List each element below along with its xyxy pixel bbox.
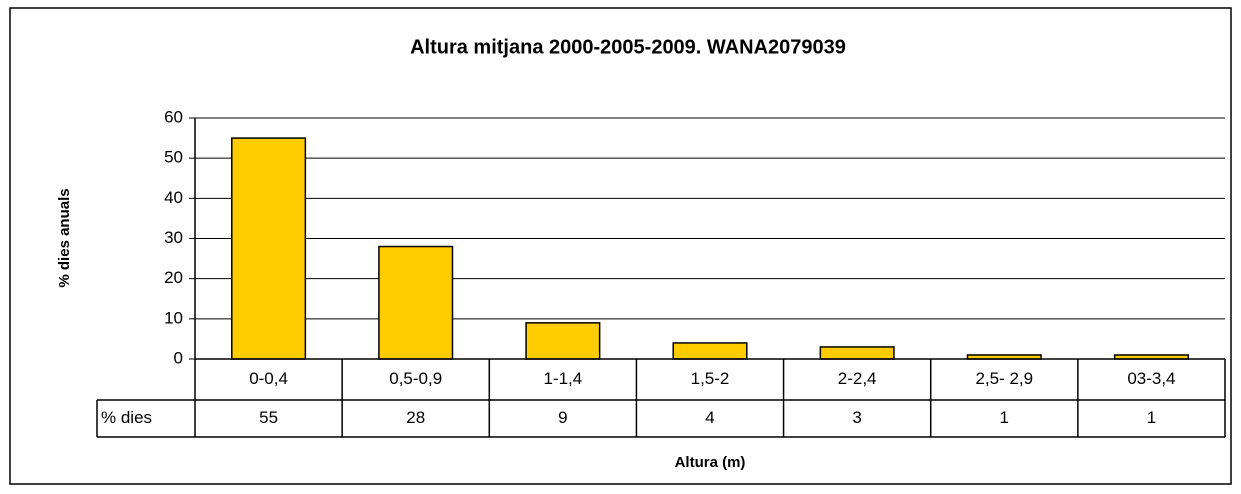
- y-tick-label: 10: [164, 308, 183, 327]
- x-tick-label: 2,5- 2,9: [975, 369, 1033, 388]
- y-tick-label: 60: [164, 107, 183, 126]
- y-tick-label: 30: [164, 228, 183, 247]
- table-value: 3: [852, 408, 861, 427]
- y-tick-label: 20: [164, 268, 183, 287]
- table-value: 1: [1000, 408, 1009, 427]
- bar: [525, 322, 601, 360]
- table-value: 4: [705, 408, 714, 427]
- table-value: 55: [259, 408, 278, 427]
- bar: [672, 342, 748, 360]
- chart-title: Altura mitjana 2000-2005-2009. WANA20790…: [410, 36, 846, 58]
- x-tick-label: 1-1,4: [543, 369, 582, 388]
- bar: [231, 137, 307, 360]
- x-tick-label: 0,5-0,9: [389, 369, 442, 388]
- y-tick-label: 0: [174, 348, 183, 367]
- x-axis-title: Altura (m): [675, 454, 746, 471]
- y-tick-label: 50: [164, 148, 183, 167]
- x-tick-label: 2-2,4: [838, 369, 877, 388]
- table-value: 9: [558, 408, 567, 427]
- table-value: 1: [1147, 408, 1156, 427]
- y-tick-label: 40: [164, 188, 183, 207]
- x-tick-label: 0-0,4: [249, 369, 288, 388]
- x-tick-label: 03-3,4: [1127, 369, 1175, 388]
- table-value: 28: [406, 408, 425, 427]
- y-axis-title: % dies anuals: [56, 188, 73, 287]
- legend-label: % dies: [101, 408, 152, 427]
- chart-frame: [9, 7, 1232, 485]
- bar: [378, 245, 454, 360]
- x-tick-label: 1,5-2: [691, 369, 730, 388]
- bar: [819, 346, 895, 360]
